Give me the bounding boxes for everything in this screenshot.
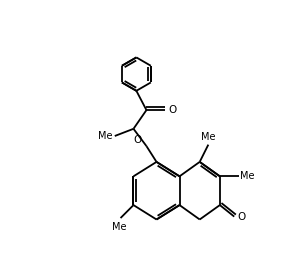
Text: O: O	[168, 105, 176, 115]
Text: Me: Me	[201, 132, 215, 142]
Text: Me: Me	[98, 131, 113, 141]
Text: O: O	[134, 135, 142, 145]
Text: Me: Me	[240, 171, 255, 181]
Text: O: O	[238, 212, 246, 222]
Text: Me: Me	[112, 221, 126, 231]
